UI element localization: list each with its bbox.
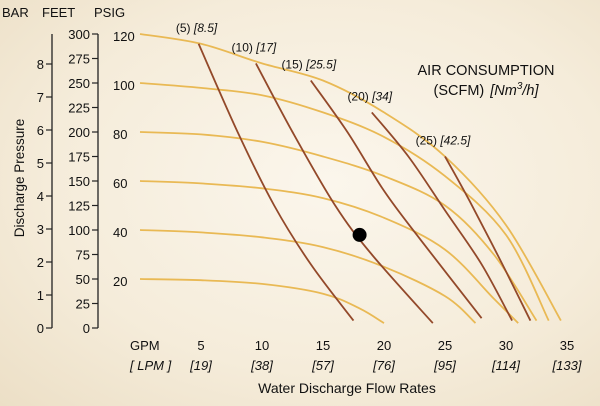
feet-tick-label: 50 [76,272,90,287]
air-consumption-label: (10) [17] [232,40,277,54]
x-tick-lpm: [57] [311,358,334,373]
air-consumption-curve [197,43,355,322]
air-consumption-labels: (5) [8.5] (10) [17] (15) [25.5] (20) [34] (2… [176,21,471,148]
feet-tick-label: 150 [68,174,90,189]
x-tick-gpm: 15 [316,338,330,353]
x-unit-label-lpm: [ LPM ] [129,358,172,373]
air-consumption-curve [310,79,483,319]
legend-units-scfm: (SCFM) [433,83,484,99]
air-consumption-curve [444,156,532,322]
air-pressure-curve-120 [139,33,562,322]
x-tick-gpm: 10 [255,338,269,353]
air-consumption-curve [371,111,513,322]
feet-ticks: 0 25 50 75 100 125 150 175 200 225 250 275 300 [68,27,98,336]
psig-ticks: 20 40 60 80 100 120 [113,29,135,289]
legend-units: (SCFM) [Nm3/h] [433,81,539,99]
bar-tick-label: 4 [37,189,44,204]
bar-tick-label: 5 [37,156,44,171]
feet-tick-label: 125 [68,199,90,214]
bar-tick-label: 6 [37,123,44,138]
operating-point-marker [352,227,367,242]
x-tick-gpm: 30 [499,338,513,353]
x-tick-gpm: 20 [377,338,391,353]
psig-axis-header: PSIG [94,5,125,20]
feet-tick-label: 75 [76,248,90,263]
y-axis-title: Discharge Pressure [12,119,27,238]
x-tick-labels: 5 [19] 10 [38] 15 [57] 20 [76] 25 [95] 30 [114] 35 [1… [189,338,582,373]
legend-units-nm: [Nm [489,83,517,99]
feet-tick-label: 0 [83,321,90,336]
air-pressure-curve-40 [139,229,477,324]
air-pressure-curve-100 [139,82,550,322]
feet-tick-label: 250 [68,76,90,91]
bar-tick-label: 2 [37,255,44,270]
bar-axis-header: BAR [2,5,29,20]
feet-tick-label: 175 [68,150,90,165]
legend-title: AIR CONSUMPTION [418,63,555,79]
legend-units-sup: 3 [517,81,523,92]
feet-tick-label: 300 [68,27,90,42]
x-tick-gpm: 5 [197,338,204,353]
air-consumption-curves [197,43,532,324]
feet-tick-label: 275 [68,52,90,67]
feet-tick-label: 100 [68,223,90,238]
x-tick-lpm: [114] [491,358,520,373]
x-tick-lpm: [95] [433,358,456,373]
air-consumption-label: (25) [42.5] [416,134,471,148]
bar-tick-label: 8 [37,57,44,72]
psig-tick-label: 40 [113,225,127,240]
bar-ticks: 0 1 2 3 4 5 6 7 8 [37,57,52,336]
air-consumption-label: (15) [25.5] [281,58,336,72]
x-tick-gpm: 25 [438,338,452,353]
air-pressure-curve-20 [139,278,385,324]
air-consumption-label: (20) [34] [347,89,392,103]
air-consumption-label: (5) [8.5] [176,21,218,35]
air-pressure-curve-60 [139,180,519,324]
bar-tick-label: 3 [37,222,44,237]
psig-tick-label: 60 [113,176,127,191]
feet-tick-label: 25 [76,297,90,312]
air-consumption-curve [255,62,434,324]
psig-tick-label: 120 [113,29,135,44]
feet-axis-header: FEET [42,5,75,20]
feet-tick-label: 200 [68,125,90,140]
bar-tick-label: 0 [37,321,44,336]
x-tick-lpm: [76] [372,358,395,373]
x-unit-label-gpm: GPM [130,338,160,353]
x-tick-lpm: [133] [552,358,582,373]
x-tick-lpm: [38] [250,358,273,373]
feet-tick-label: 225 [68,101,90,116]
psig-tick-label: 100 [113,78,135,93]
psig-tick-label: 80 [113,127,127,142]
bar-tick-label: 1 [37,288,44,303]
x-tick-lpm: [19] [189,358,212,373]
bar-tick-label: 7 [37,90,44,105]
air-pressure-curve-80 [139,131,538,322]
psig-tick-label: 20 [113,274,127,289]
x-tick-gpm: 35 [560,338,574,353]
operating-point-dot [352,227,367,242]
air-pressure-curves [139,33,562,324]
legend-units-h: /h] [521,83,539,99]
x-axis-title: Water Discharge Flow Rates [258,380,436,396]
